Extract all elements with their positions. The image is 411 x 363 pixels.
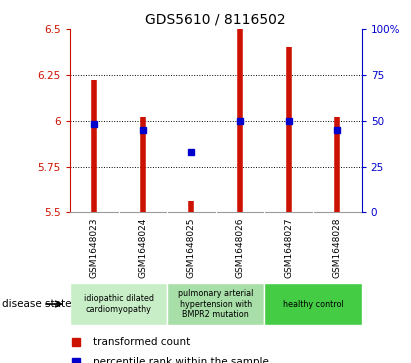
Text: percentile rank within the sample: percentile rank within the sample [93, 358, 269, 363]
Text: idiopathic dilated
cardiomyopathy: idiopathic dilated cardiomyopathy [83, 294, 153, 314]
Title: GDS5610 / 8116502: GDS5610 / 8116502 [145, 12, 286, 26]
Bar [167, 283, 264, 325]
Text: GSM1648025: GSM1648025 [187, 217, 196, 278]
Text: transformed count: transformed count [93, 337, 190, 347]
Text: GSM1648027: GSM1648027 [284, 217, 293, 278]
Bar [264, 283, 362, 325]
Text: disease state: disease state [2, 299, 72, 309]
Text: GSM1648023: GSM1648023 [90, 217, 99, 278]
Text: pulmonary arterial
hypertension with
BMPR2 mutation: pulmonary arterial hypertension with BMP… [178, 289, 254, 319]
Text: GSM1648024: GSM1648024 [139, 217, 147, 278]
Bar [70, 283, 167, 325]
Text: GSM1648028: GSM1648028 [333, 217, 342, 278]
Text: healthy control: healthy control [283, 299, 344, 309]
Text: GSM1648026: GSM1648026 [236, 217, 245, 278]
